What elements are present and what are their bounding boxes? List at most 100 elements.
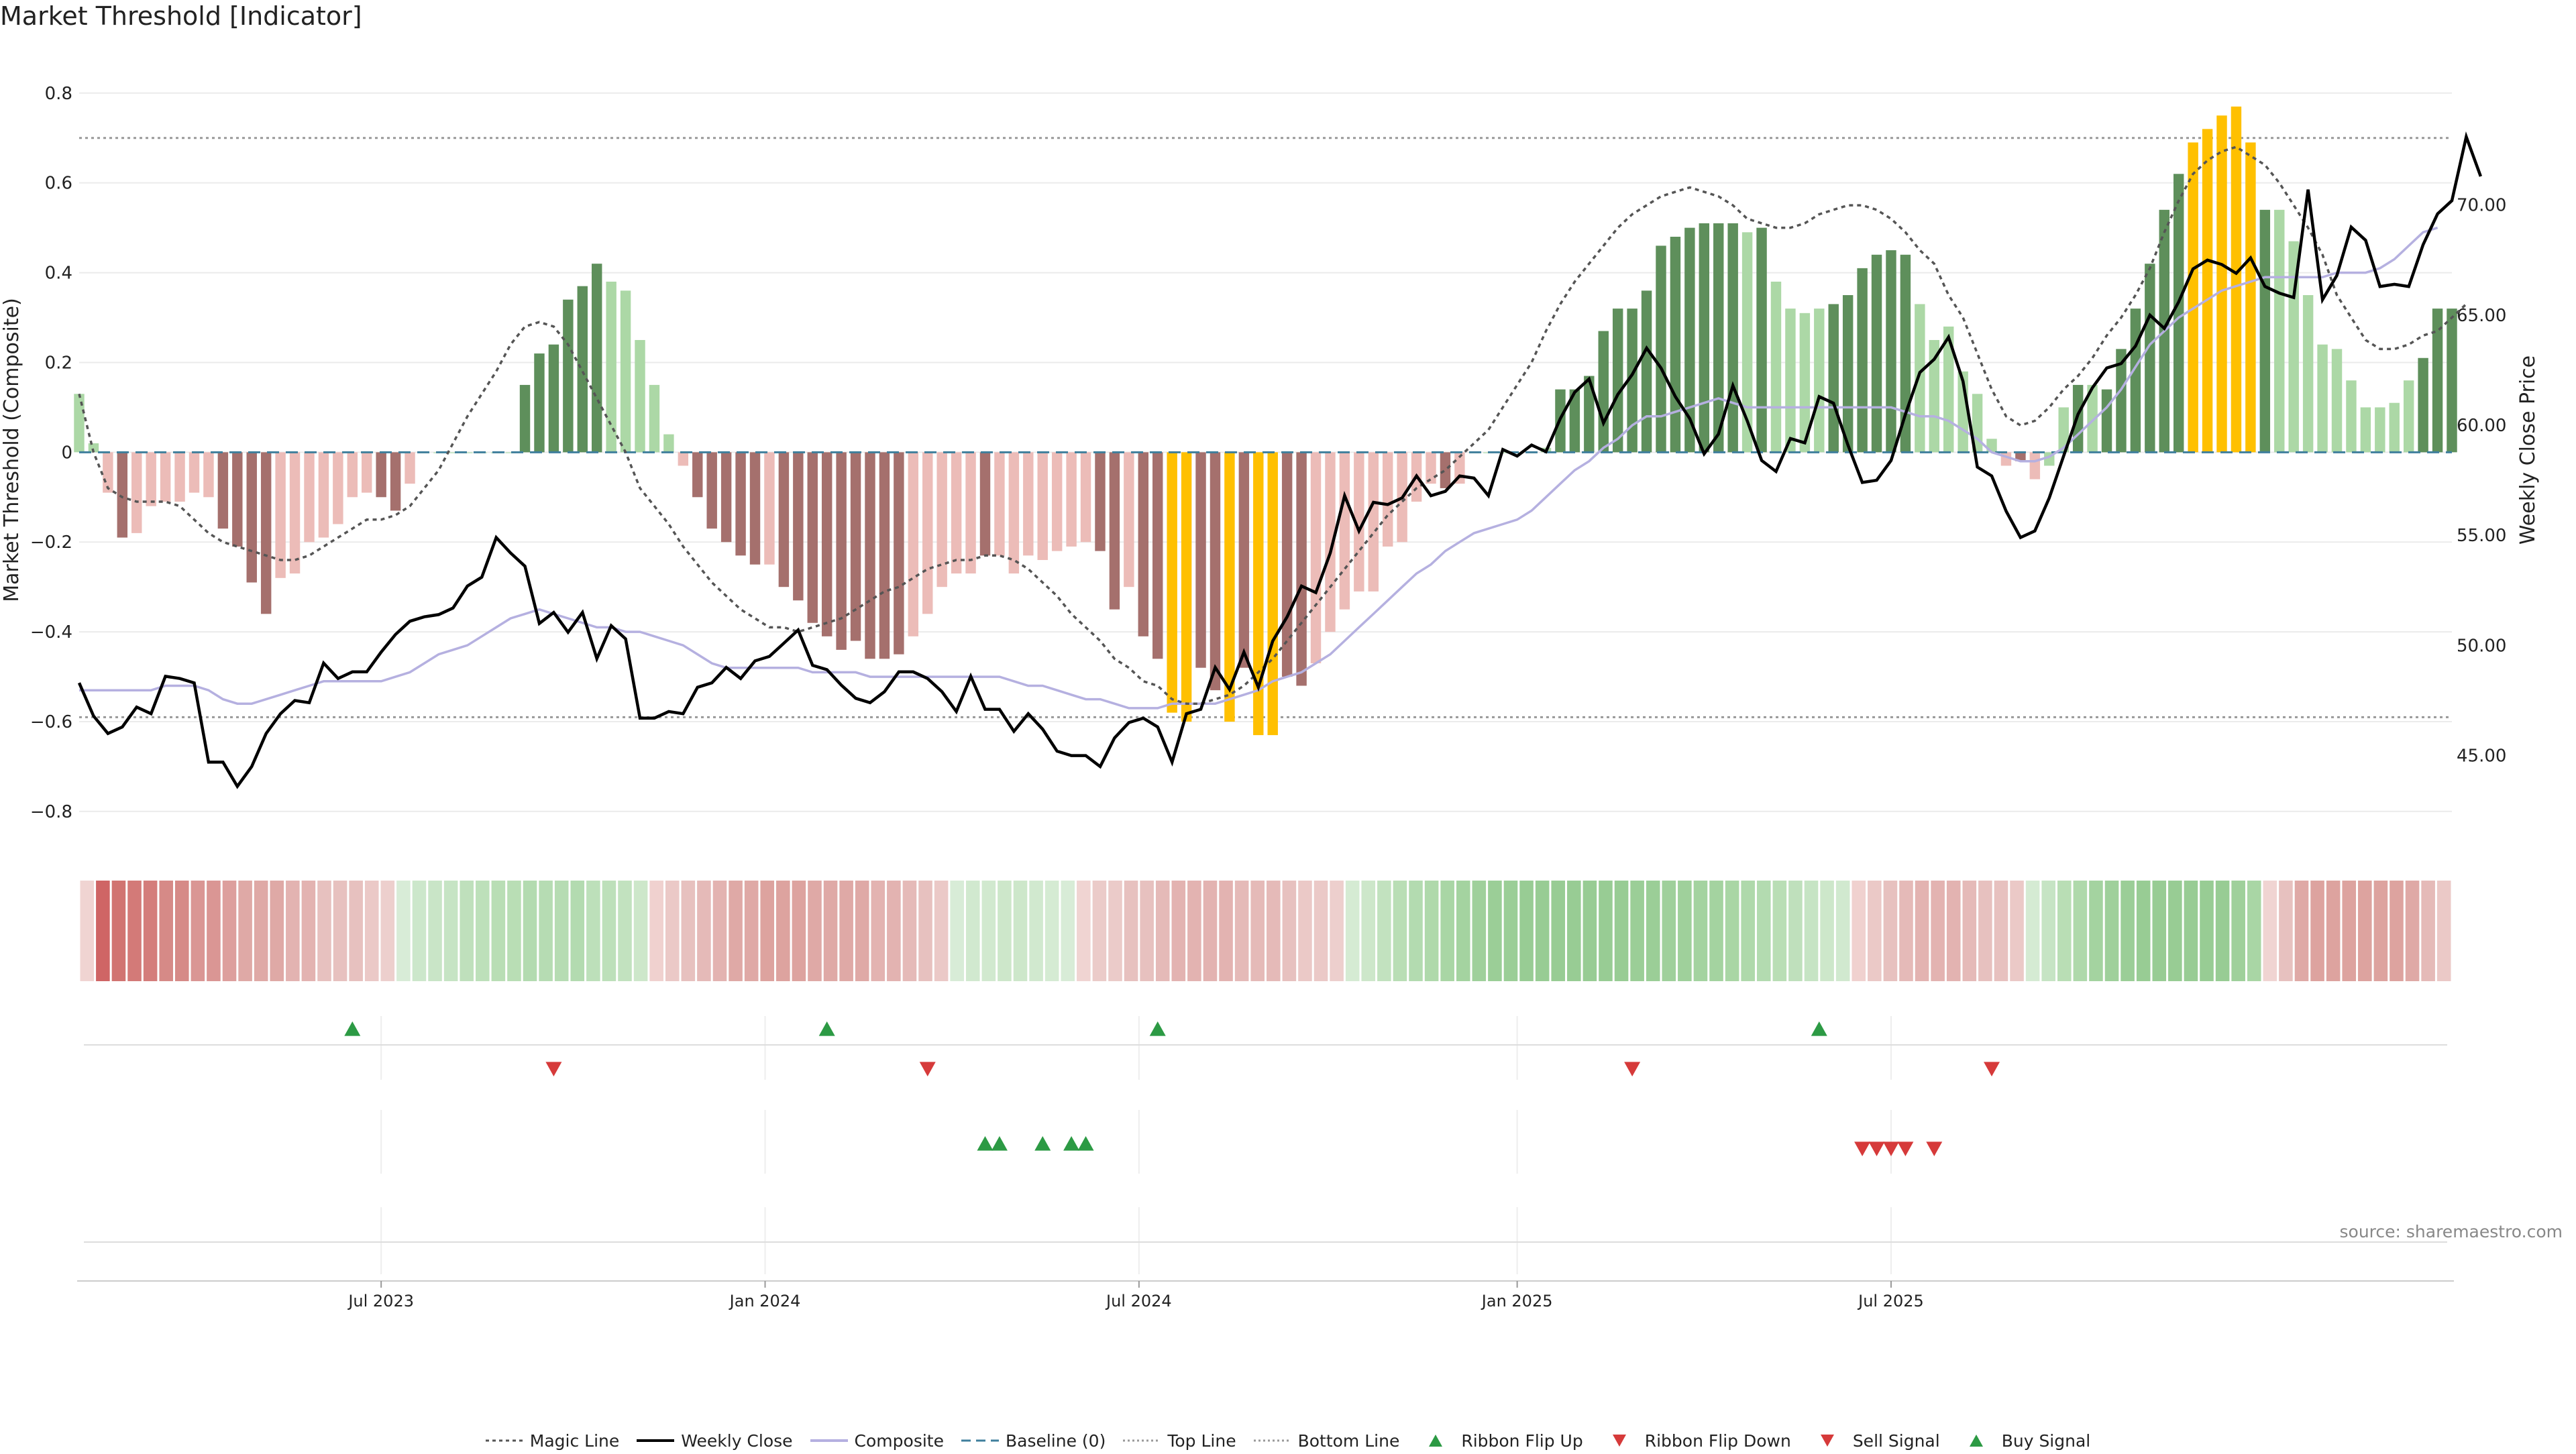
composite-bar: [563, 299, 574, 453]
composite-bar: [620, 290, 631, 453]
composite-bar: [203, 452, 214, 498]
ribbon-cell: [1630, 881, 1644, 981]
x-tick-label: Jul 2023: [347, 1292, 414, 1310]
ribbon-cell: [1124, 881, 1138, 981]
composite-bar: [1756, 227, 1767, 453]
sell-signal-marker: [1868, 1141, 1885, 1156]
legend-item: Baseline (0): [961, 1431, 1106, 1451]
ribbon-cell: [1377, 881, 1391, 981]
ribbon-cell: [1267, 881, 1281, 981]
composite-bar: [1310, 452, 1322, 663]
composite-bar: [174, 452, 185, 502]
ribbon-cell: [80, 881, 95, 981]
ribbon-cell: [839, 881, 853, 981]
composite-bar: [951, 452, 962, 574]
ribbon-cell: [570, 881, 585, 981]
ribbon-cell: [2294, 881, 2309, 981]
ribbon-cell: [539, 881, 553, 981]
ribbon-cell: [1013, 881, 1028, 981]
composite-bar: [1699, 223, 1710, 453]
ribbon-cell: [618, 881, 632, 981]
composite-bar: [879, 452, 890, 659]
ribbon-cell: [1219, 881, 1233, 981]
ribbon-cell: [1978, 881, 1992, 981]
ribbon-cell: [159, 881, 173, 981]
composite-bar: [2432, 309, 2443, 453]
ribbon-cell: [1140, 881, 1154, 981]
composite-bar: [376, 452, 386, 498]
y-tick-label: 0.4: [45, 264, 72, 284]
ribbon-cell: [1092, 881, 1107, 981]
sell-signal-marker: [1854, 1141, 1871, 1156]
ribbon-cell: [127, 881, 142, 981]
x-tick-label: Jan 2024: [729, 1292, 801, 1310]
ribbon-cell: [2041, 881, 2055, 981]
ribbon-cell: [1883, 881, 1898, 981]
composite-bar: [1641, 290, 1652, 453]
ribbon-cell: [317, 881, 331, 981]
composite-bar: [1167, 452, 1177, 713]
ribbon-cell: [2358, 881, 2372, 981]
composite-bar: [260, 452, 272, 614]
composite-bar: [1296, 452, 1307, 686]
legend-item: Bottom Line: [1253, 1431, 1400, 1451]
ribbon-cell: [808, 881, 822, 981]
composite-bar: [505, 452, 516, 453]
composite-bar: [1915, 304, 1925, 453]
ribbon-cell: [2215, 881, 2230, 981]
composite-bar: [663, 434, 674, 453]
legend-label: Buy Signal: [2001, 1431, 2091, 1451]
composite-bar: [1627, 309, 1638, 453]
ribbon-cell: [1282, 881, 1297, 981]
composite-bar: [2216, 115, 2227, 453]
ribbon-cell: [507, 881, 521, 981]
composite-bar: [1095, 452, 1106, 551]
ribbon-cell: [681, 881, 696, 981]
ribbon-cell: [2136, 881, 2151, 981]
ribbon-cell: [380, 881, 395, 981]
composite-bar: [160, 452, 171, 502]
dashed-line-icon: [961, 1434, 999, 1447]
composite-bar: [1224, 452, 1235, 722]
legend-label: Weekly Close: [681, 1431, 793, 1451]
ribbon-cell: [1756, 881, 1771, 981]
buy-signal-marker: [1077, 1136, 1094, 1151]
ribbon-cell: [1393, 881, 1407, 981]
ribbon-cell: [1108, 881, 1122, 981]
ribbon-cell: [1077, 881, 1091, 981]
composite-bar: [1770, 281, 1782, 453]
composite-bar: [1440, 452, 1451, 488]
ribbon-cell: [965, 881, 980, 981]
ribbon-cell: [1946, 881, 1961, 981]
ribbon-cell: [586, 881, 600, 981]
composite-bar: [103, 452, 113, 493]
ribbon-cell: [554, 881, 569, 981]
ribbon-cell: [2010, 881, 2024, 981]
ribbon-cell: [270, 881, 284, 981]
ribbon-cell: [760, 881, 775, 981]
legend-label: Bottom Line: [1297, 1431, 1400, 1451]
composite-bar: [1037, 452, 1048, 561]
composite-bar: [333, 452, 343, 524]
composite-bar: [1181, 452, 1192, 722]
ribbon-cell: [2073, 881, 2088, 981]
ribbon-cell: [428, 881, 442, 981]
composite-bar: [318, 452, 329, 538]
composite-bar: [807, 452, 818, 623]
composite-bar: [2202, 129, 2213, 453]
ribbon-cell: [349, 881, 363, 981]
composite-bar: [2188, 142, 2198, 453]
legend-item: Ribbon Flip Up: [1417, 1431, 1583, 1451]
ribbon-cell: [918, 881, 932, 981]
ribbon-cell: [981, 881, 996, 981]
composite-bar: [577, 286, 588, 453]
composite-bar: [189, 452, 200, 493]
composite-bar: [2015, 452, 2026, 461]
ribbon-flip-down-marker: [545, 1062, 562, 1076]
composite-bar: [2375, 407, 2385, 453]
ribbon-cell: [1424, 881, 1439, 981]
composite-bar: [778, 452, 790, 588]
ribbon-cell: [1709, 881, 1723, 981]
composite-bar: [1584, 376, 1595, 453]
triangle-up-icon: [1957, 1434, 1995, 1447]
